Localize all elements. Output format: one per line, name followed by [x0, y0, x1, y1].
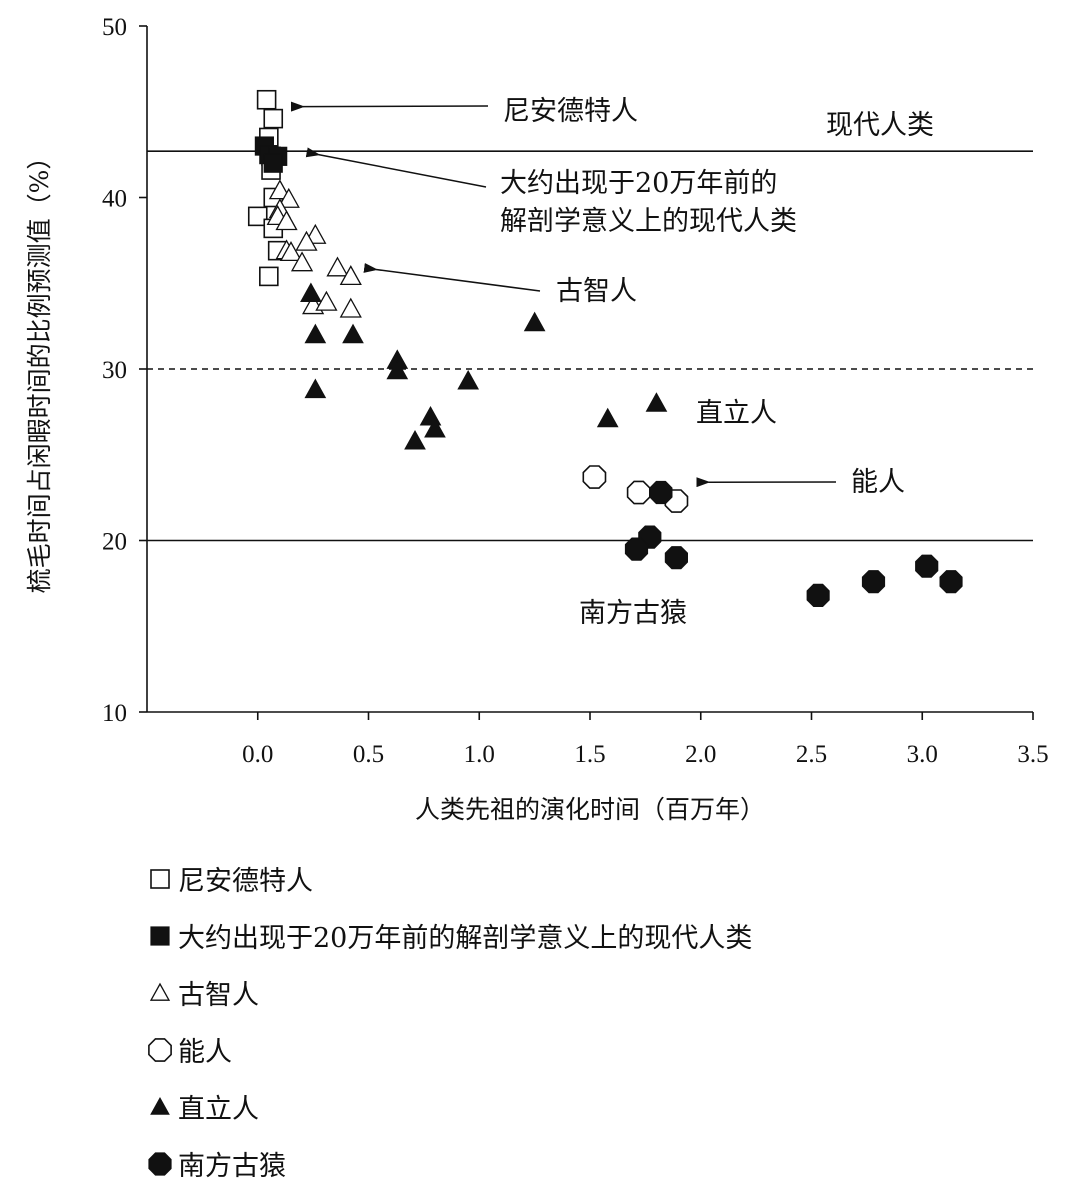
legend-symbol	[151, 984, 169, 1000]
legend-label: 直立人	[178, 1087, 259, 1126]
data-point	[305, 325, 325, 343]
y-tick-label: 30	[102, 357, 127, 384]
legend-label: 能人	[178, 1030, 232, 1069]
annotation-text: 尼安德特人	[503, 96, 638, 127]
data-point	[583, 466, 605, 488]
annotation-text: 直立人	[696, 398, 777, 429]
x-tick-label: 1.5	[574, 741, 605, 768]
annotation-text: 大约出现于20万年前的	[500, 168, 777, 199]
legend-label: 大约出现于20万年前的解剖学意义上的现代人类	[178, 916, 752, 955]
legend-symbol	[149, 1152, 171, 1174]
data-point	[628, 481, 650, 503]
legend-symbol	[151, 1098, 169, 1114]
x-tick-label: 2.0	[685, 741, 716, 768]
x-tick-label: 3.5	[1017, 741, 1048, 768]
data-point	[916, 555, 938, 577]
series-1	[255, 137, 286, 172]
annotation-text: 古智人	[556, 276, 637, 307]
legend-item: 南方古猿	[146, 1135, 752, 1192]
x-tick-label: 0.5	[353, 741, 384, 768]
legend: 尼安德特人大约出现于20万年前的解剖学意义上的现代人类古智人能人直立人南方古猿	[146, 850, 752, 1192]
legend-label: 南方古猿	[178, 1144, 286, 1183]
legend-marker	[146, 1034, 178, 1066]
legend-marker	[146, 1148, 178, 1180]
data-point	[625, 538, 647, 560]
data-point	[260, 267, 278, 285]
legend-symbol	[151, 870, 169, 888]
data-point	[598, 409, 618, 427]
legend-marker	[146, 920, 178, 952]
data-point	[327, 258, 347, 276]
annotation-text: 能人	[851, 467, 905, 498]
legend-item: 尼安德特人	[146, 850, 752, 907]
legend-marker	[146, 977, 178, 1009]
data-point	[264, 110, 282, 128]
x-tick-label: 1.0	[464, 741, 495, 768]
annotation-arrow	[318, 155, 486, 187]
y-axis-label: 梳毛时间占闲暇时间的比例预测值（%）	[25, 145, 54, 594]
y-tick-label: 10	[102, 700, 127, 727]
legend-symbol	[151, 927, 169, 945]
data-point	[458, 371, 478, 389]
data-point	[301, 284, 321, 302]
annotation-arrow	[303, 106, 488, 107]
data-point	[343, 325, 363, 343]
legend-marker	[146, 1091, 178, 1123]
x-tick-label: 3.0	[907, 741, 938, 768]
annotation-text: 解剖学意义上的现代人类	[500, 206, 797, 237]
data-point	[525, 313, 545, 331]
data-point	[807, 584, 829, 606]
data-point	[646, 393, 666, 411]
data-point	[421, 407, 441, 425]
legend-item: 大约出现于20万年前的解剖学意义上的现代人类	[146, 907, 752, 964]
legend-label: 古智人	[178, 973, 259, 1012]
data-point	[305, 380, 325, 398]
data-point	[862, 571, 884, 593]
y-tick-label: 20	[102, 529, 127, 556]
legend-symbol	[149, 1038, 171, 1060]
legend-label: 尼安德特人	[178, 859, 313, 898]
legend-item: 直立人	[146, 1078, 752, 1135]
data-point	[650, 481, 672, 503]
y-tick-label: 50	[102, 14, 127, 41]
data-point	[264, 154, 282, 172]
annotation-arrow	[376, 270, 540, 291]
data-point	[405, 431, 425, 449]
data-point	[341, 299, 361, 317]
data-point	[258, 91, 276, 109]
reference-line-label: 现代人类	[826, 110, 934, 141]
x-tick-label: 2.5	[796, 741, 827, 768]
legend-marker	[146, 863, 178, 895]
data-point	[940, 571, 962, 593]
annotation-text: 南方古猿	[579, 598, 687, 629]
data-point	[665, 547, 687, 569]
legend-item: 能人	[146, 1021, 752, 1078]
x-axis-label: 人类先祖的演化时间（百万年）	[415, 795, 765, 824]
y-tick-label: 40	[102, 186, 127, 213]
legend-item: 古智人	[146, 964, 752, 1021]
x-tick-label: 0.0	[242, 741, 273, 768]
